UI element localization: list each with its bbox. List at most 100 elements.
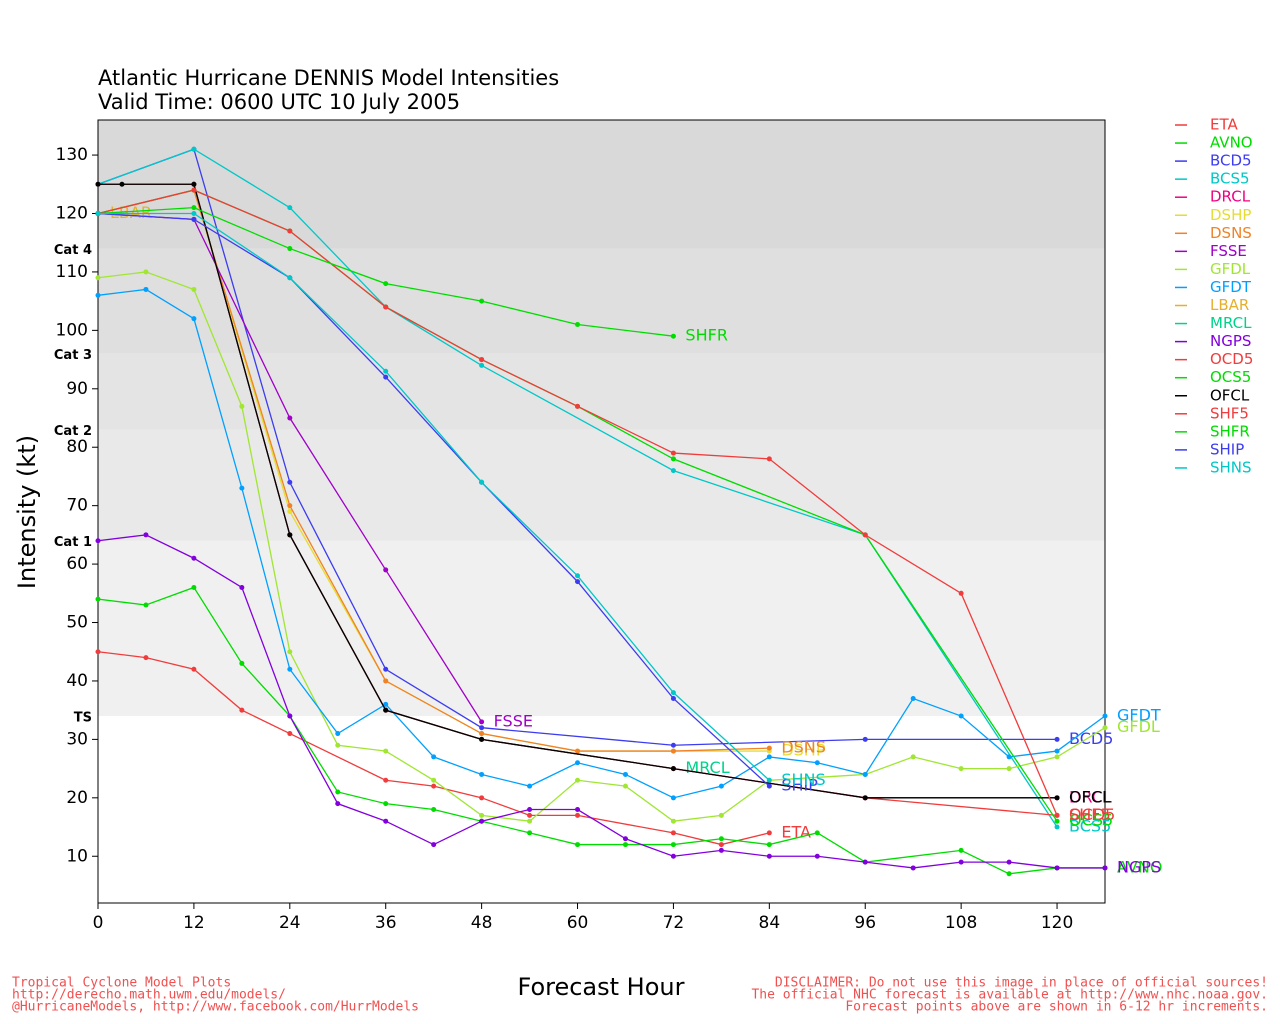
- data-point: [287, 205, 293, 211]
- data-point: [383, 678, 389, 684]
- data-point: [527, 818, 533, 824]
- data-point: [670, 695, 676, 701]
- end-label: OFCL: [1069, 787, 1111, 806]
- data-point: [431, 754, 437, 760]
- data-point: [119, 181, 125, 187]
- data-point: [143, 286, 149, 292]
- data-point: [1054, 736, 1060, 742]
- data-point: [958, 859, 964, 865]
- y-tick-label: 40: [66, 671, 88, 691]
- data-point: [670, 333, 676, 339]
- data-point: [958, 847, 964, 853]
- end-label: FSSE: [494, 711, 533, 730]
- data-point: [718, 836, 724, 842]
- band-label: Cat 2: [54, 424, 92, 439]
- data-point: [670, 450, 676, 456]
- data-point: [383, 818, 389, 824]
- data-point: [575, 842, 581, 848]
- data-point: [191, 216, 197, 222]
- band-label: Cat 3: [54, 348, 92, 363]
- legend-label: BCS5: [1210, 170, 1250, 188]
- end-label: NGPS: [1117, 857, 1161, 876]
- x-tick-label: 0: [93, 913, 104, 933]
- data-point: [910, 865, 916, 871]
- legend-label: OFCL: [1210, 386, 1250, 404]
- legend-label: GFDT: [1210, 278, 1252, 296]
- data-point: [239, 707, 245, 713]
- data-point: [1054, 812, 1060, 818]
- data-point: [814, 853, 820, 859]
- data-point: [191, 555, 197, 561]
- legend-label: SHIP: [1210, 440, 1244, 458]
- data-point: [910, 754, 916, 760]
- data-point: [1006, 871, 1012, 877]
- x-tick-label: 60: [567, 913, 589, 933]
- data-point: [383, 707, 389, 713]
- footer-left: Tropical Cyclone Model Plots: [12, 976, 231, 991]
- data-point: [958, 590, 964, 596]
- end-label: GFDL: [1117, 717, 1160, 736]
- data-point: [527, 783, 533, 789]
- data-point: [814, 830, 820, 836]
- data-point: [1054, 818, 1060, 824]
- legend-label: OCS5: [1210, 368, 1251, 386]
- legend-label: FSSE: [1210, 242, 1247, 260]
- end-label: SHIP: [781, 776, 818, 795]
- data-point: [431, 783, 437, 789]
- legend-label: OCD5: [1210, 350, 1253, 368]
- x-axis-title: Forecast Hour: [518, 973, 685, 1001]
- data-point: [622, 771, 628, 777]
- data-point: [670, 766, 676, 772]
- data-point: [383, 304, 389, 310]
- end-label: GFDT: [1117, 706, 1161, 725]
- data-point: [862, 771, 868, 777]
- data-point: [479, 731, 485, 737]
- footer-right: Forecast points above are shown in 6-12 …: [845, 1000, 1268, 1015]
- data-point: [718, 812, 724, 818]
- intensity-band: [98, 120, 1105, 249]
- y-tick-label: 10: [66, 846, 88, 866]
- data-point: [1102, 713, 1108, 719]
- data-point: [143, 602, 149, 608]
- legend-label: DSNS: [1210, 224, 1252, 242]
- data-point: [575, 322, 581, 328]
- data-point: [1006, 859, 1012, 865]
- band-label: Cat 4: [54, 243, 92, 258]
- data-point: [239, 403, 245, 409]
- data-point: [143, 655, 149, 661]
- data-point: [479, 725, 485, 731]
- data-point: [814, 760, 820, 766]
- data-point: [670, 456, 676, 462]
- legend-label: SHF5: [1210, 404, 1249, 422]
- data-point: [191, 181, 197, 187]
- data-point: [335, 801, 341, 807]
- legend-label: SHNS: [1210, 458, 1252, 476]
- data-point: [335, 731, 341, 737]
- band-label: TS: [74, 711, 92, 726]
- data-point: [479, 357, 485, 363]
- data-point: [383, 801, 389, 807]
- legend-label: ETA: [1210, 116, 1238, 134]
- data-point: [383, 281, 389, 287]
- data-point: [670, 468, 676, 474]
- series-line: [98, 212, 770, 781]
- data-point: [479, 298, 485, 304]
- y-axis-title: Intensity (kt): [13, 435, 41, 589]
- data-point: [191, 187, 197, 193]
- data-point: [287, 246, 293, 252]
- x-tick-label: 120: [1041, 913, 1073, 933]
- data-point: [670, 818, 676, 824]
- end-label: SHFR: [685, 326, 728, 345]
- data-point: [287, 713, 293, 719]
- data-point: [575, 403, 581, 409]
- data-point: [718, 847, 724, 853]
- data-point: [479, 736, 485, 742]
- data-point: [575, 760, 581, 766]
- data-point: [766, 853, 772, 859]
- end-label: OCD5: [1069, 805, 1115, 824]
- data-point: [766, 777, 772, 783]
- end-label: SHNS: [781, 770, 825, 789]
- data-point: [479, 479, 485, 485]
- data-point: [622, 783, 628, 789]
- x-tick-label: 24: [279, 913, 301, 933]
